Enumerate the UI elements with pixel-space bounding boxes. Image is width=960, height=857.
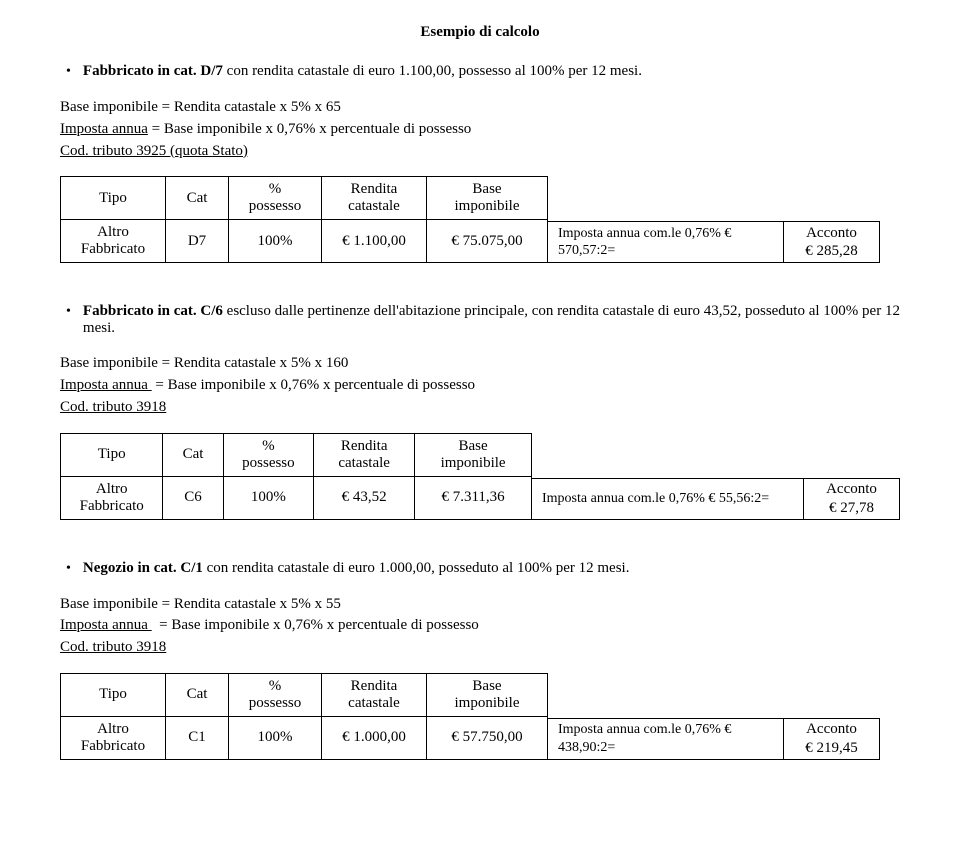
imposta-cell: Imposta annua com.le 0,76% € 55,56:2= bbox=[532, 478, 804, 520]
formula-line: Cod. tributo 3925 (quota Stato) bbox=[60, 141, 900, 163]
blocks: • Fabbricato in cat. D/7 con rendita cata… bbox=[60, 63, 900, 760]
acconto-value: € 219,45 bbox=[805, 739, 858, 758]
bullet-row: • Fabbricato in cat. C/6 escluso dalle pe… bbox=[60, 303, 900, 337]
formula-line: Base imponibile = Rendita catastale x 5%… bbox=[60, 97, 900, 119]
table-header: Cat bbox=[166, 673, 229, 716]
acconto-cell: Acconto€ 285,28 bbox=[784, 221, 880, 263]
acconto-label: Acconto bbox=[806, 224, 857, 243]
formula-tail: = Base imponibile x 0,76% x percentuale … bbox=[152, 617, 479, 633]
data-table: TipoCat%possessoRenditacatastaleBaseimpo… bbox=[60, 673, 548, 760]
imposta-cell: Imposta annua com.le 0,76% €570,57:2= bbox=[548, 221, 784, 263]
table-header: Baseimponibile bbox=[427, 673, 548, 716]
table-header: Tipo bbox=[61, 177, 166, 220]
table-header: Renditacatastale bbox=[322, 177, 427, 220]
table-cell: € 57.750,00 bbox=[427, 716, 548, 759]
table-cell: € 7.311,36 bbox=[415, 476, 532, 519]
formula-line: Cod. tributo 3918 bbox=[60, 397, 900, 419]
bullet-lead: Fabbricato in cat. C/6 bbox=[83, 303, 223, 319]
page-title: Esempio di calcolo bbox=[60, 24, 900, 41]
table-cell: 100% bbox=[229, 716, 322, 759]
table-cell: € 1.000,00 bbox=[322, 716, 427, 759]
table-cell: C1 bbox=[166, 716, 229, 759]
table-header: %possesso bbox=[229, 177, 322, 220]
calc-block: • Negozio in cat. C/1 con rendita catasta… bbox=[60, 560, 900, 760]
acconto-cell: Acconto€ 219,45 bbox=[784, 718, 880, 760]
data-row: TipoCat%possessoRenditacatastaleBaseimpo… bbox=[60, 433, 900, 520]
formula-line: Imposta annua = Base imponibile x 0,76% … bbox=[60, 615, 900, 637]
data-row: TipoCat%possessoRenditacatastaleBaseimpo… bbox=[60, 673, 900, 760]
formula-lines: Base imponibile = Rendita catastale x 5%… bbox=[60, 594, 900, 659]
calc-block: • Fabbricato in cat. C/6 escluso dalle pe… bbox=[60, 303, 900, 519]
table-cell: AltroFabbricato bbox=[61, 220, 166, 263]
bullet-lead: Fabbricato in cat. D/7 bbox=[83, 63, 223, 79]
table-header: Cat bbox=[163, 433, 223, 476]
formula-underline: Imposta annua bbox=[60, 617, 152, 633]
table-cell: € 43,52 bbox=[314, 476, 415, 519]
bullet-text: Fabbricato in cat. C/6 escluso dalle per… bbox=[83, 303, 900, 337]
formula-underline: Cod. tributo 3925 (quota Stato) bbox=[60, 143, 248, 159]
formula-line: Imposta annua = Base imponibile x 0,76% … bbox=[60, 119, 900, 141]
acconto-label: Acconto bbox=[806, 720, 857, 739]
bullet-text: Fabbricato in cat. D/7 con rendita catas… bbox=[83, 63, 642, 80]
table-cell: AltroFabbricato bbox=[61, 476, 163, 519]
formula-line: Cod. tributo 3918 bbox=[60, 637, 900, 659]
table-header: Tipo bbox=[61, 433, 163, 476]
table-header: %possesso bbox=[223, 433, 313, 476]
right-cells: Imposta annua com.le 0,76% € 55,56:2=Acc… bbox=[532, 433, 900, 520]
table-cell: 100% bbox=[223, 476, 313, 519]
data-row: TipoCat%possessoRenditacatastaleBaseimpo… bbox=[60, 176, 900, 263]
data-table: TipoCat%possessoRenditacatastaleBaseimpo… bbox=[60, 176, 548, 263]
data-table: TipoCat%possessoRenditacatastaleBaseimpo… bbox=[60, 433, 532, 520]
right-cells: Imposta annua com.le 0,76% €438,90:2=Acc… bbox=[548, 673, 880, 760]
acconto-label: Acconto bbox=[826, 480, 877, 499]
table-header: Tipo bbox=[61, 673, 166, 716]
formula-underline: Imposta annua bbox=[60, 121, 148, 137]
formula-line: Base imponibile = Rendita catastale x 5%… bbox=[60, 594, 900, 616]
acconto-value: € 27,78 bbox=[829, 499, 874, 518]
formula-underline: Cod. tributo 3918 bbox=[60, 639, 166, 655]
bullet-text: Negozio in cat. C/1 con rendita catastal… bbox=[83, 560, 630, 577]
formula-underline: Cod. tributo 3918 bbox=[60, 399, 166, 415]
formula-line: Imposta annua = Base imponibile x 0,76% … bbox=[60, 375, 900, 397]
formula-lines: Base imponibile = Rendita catastale x 5%… bbox=[60, 97, 900, 162]
formula-underline: Imposta annua bbox=[60, 377, 152, 393]
table-header: Baseimponibile bbox=[427, 177, 548, 220]
bullet-tail: con rendita catastale di euro 1.000,00, … bbox=[203, 560, 630, 576]
formula-tail: = Base imponibile x 0,76% x percentuale … bbox=[148, 121, 471, 137]
formula-text: Base imponibile = Rendita catastale x 5%… bbox=[60, 355, 348, 371]
bullet-lead: Negozio in cat. C/1 bbox=[83, 560, 203, 576]
bullet-icon: • bbox=[66, 303, 71, 321]
page: Esempio di calcolo • Fabbricato in cat. D… bbox=[0, 0, 960, 857]
formula-tail: = Base imponibile x 0,76% x percentuale … bbox=[152, 377, 475, 393]
bullet-row: • Fabbricato in cat. D/7 con rendita cata… bbox=[60, 63, 900, 81]
imposta-cell: Imposta annua com.le 0,76% €438,90:2= bbox=[548, 718, 784, 760]
table-cell: C6 bbox=[163, 476, 223, 519]
calc-block: • Fabbricato in cat. D/7 con rendita cata… bbox=[60, 63, 900, 263]
table-cell: € 1.100,00 bbox=[322, 220, 427, 263]
table-header: Renditacatastale bbox=[322, 673, 427, 716]
table-cell: D7 bbox=[166, 220, 229, 263]
table-cell: € 75.075,00 bbox=[427, 220, 548, 263]
table-cell: 100% bbox=[229, 220, 322, 263]
table-cell: AltroFabbricato bbox=[61, 716, 166, 759]
bullet-icon: • bbox=[66, 63, 71, 81]
bullet-row: • Negozio in cat. C/1 con rendita catasta… bbox=[60, 560, 900, 578]
formula-lines: Base imponibile = Rendita catastale x 5%… bbox=[60, 353, 900, 418]
formula-line: Base imponibile = Rendita catastale x 5%… bbox=[60, 353, 900, 375]
table-header: Renditacatastale bbox=[314, 433, 415, 476]
table-header: Cat bbox=[166, 177, 229, 220]
bullet-icon: • bbox=[66, 560, 71, 578]
table-header: Baseimponibile bbox=[415, 433, 532, 476]
formula-text: Base imponibile = Rendita catastale x 5%… bbox=[60, 99, 341, 115]
table-header: %possesso bbox=[229, 673, 322, 716]
right-cells: Imposta annua com.le 0,76% €570,57:2=Acc… bbox=[548, 176, 880, 263]
formula-text: Base imponibile = Rendita catastale x 5%… bbox=[60, 596, 341, 612]
acconto-value: € 285,28 bbox=[805, 242, 858, 261]
acconto-cell: Acconto€ 27,78 bbox=[804, 478, 900, 520]
bullet-tail: con rendita catastale di euro 1.100,00, … bbox=[223, 63, 642, 79]
